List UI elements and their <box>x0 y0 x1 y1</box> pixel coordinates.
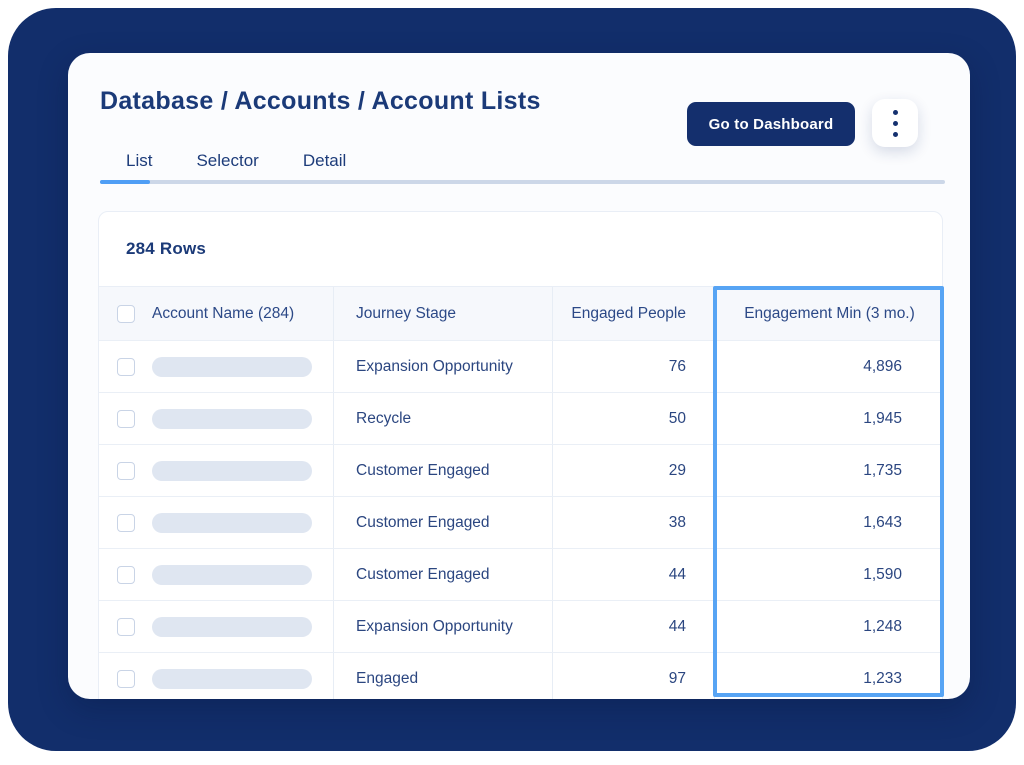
table-row: Expansion Opportunity 76 4,896 <box>99 340 942 392</box>
engagement-min-cell: 1,643 <box>714 497 944 548</box>
tab-detail[interactable]: Detail <box>302 151 347 170</box>
table-row: Recycle 50 1,945 <box>99 392 942 444</box>
row-checkbox[interactable] <box>117 669 135 688</box>
engagement-min-cell: 1,735 <box>714 445 944 496</box>
page-title: Database / Accounts / Account Lists <box>100 87 541 115</box>
table-row: Customer Engaged 44 1,590 <box>99 548 942 600</box>
engaged-people-cell: 97 <box>552 653 714 699</box>
row-checkbox[interactable] <box>117 461 135 480</box>
row-checkbox[interactable] <box>117 565 135 584</box>
table-row: Customer Engaged 29 1,735 <box>99 444 942 496</box>
rows-count-label: 284 Rows <box>126 239 207 258</box>
active-tab-indicator <box>100 180 150 184</box>
kebab-menu-icon <box>892 120 898 126</box>
account-name-placeholder <box>152 512 312 533</box>
go-to-dashboard-button[interactable]: Go to Dashboard <box>687 102 855 146</box>
table-header-row: Account Name (284) Journey Stage Engaged… <box>99 286 942 340</box>
engagement-min-cell: 1,590 <box>714 549 944 600</box>
journey-stage-cell: Customer Engaged <box>333 549 552 600</box>
engagement-min-cell: 4,896 <box>714 341 944 392</box>
row-checkbox[interactable] <box>117 357 135 376</box>
kebab-menu-icon <box>892 109 898 115</box>
column-header-engagement-min[interactable]: Engagement Min (3 mo.) <box>714 287 944 340</box>
journey-stage-cell: Engaged <box>333 653 552 699</box>
engaged-people-cell: 38 <box>552 497 714 548</box>
engagement-min-cell: 1,248 <box>714 601 944 652</box>
table-row: Engaged 97 1,233 <box>99 652 942 699</box>
engaged-people-cell: 29 <box>552 445 714 496</box>
main-card: Database / Accounts / Account Lists Go t… <box>68 53 970 699</box>
engagement-min-cell: 1,945 <box>714 393 944 444</box>
account-name-placeholder <box>152 564 312 585</box>
row-checkbox[interactable] <box>117 617 135 636</box>
engaged-people-cell: 76 <box>552 341 714 392</box>
table-row: Customer Engaged 38 1,643 <box>99 496 942 548</box>
journey-stage-cell: Expansion Opportunity <box>333 601 552 652</box>
more-options-button[interactable] <box>872 99 918 147</box>
journey-stage-cell: Customer Engaged <box>333 497 552 548</box>
column-header-journey-stage[interactable]: Journey Stage <box>333 287 552 340</box>
row-checkbox[interactable] <box>117 409 135 428</box>
table-card: 284 Rows Account Name (284) Journey Stag… <box>98 211 944 699</box>
engaged-people-cell: 44 <box>552 601 714 652</box>
tab-underline-track <box>100 180 945 184</box>
account-name-placeholder <box>152 460 312 481</box>
column-header-account-name[interactable]: Account Name (284) <box>152 304 295 322</box>
table-body: Expansion Opportunity 76 4,896 Recycle 5… <box>99 340 942 699</box>
kebab-menu-icon <box>892 131 898 137</box>
journey-stage-cell: Expansion Opportunity <box>333 341 552 392</box>
account-name-placeholder <box>152 616 312 637</box>
account-name-placeholder <box>152 356 312 377</box>
engaged-people-cell: 44 <box>552 549 714 600</box>
journey-stage-cell: Recycle <box>333 393 552 444</box>
column-header-engaged-people[interactable]: Engaged People <box>552 287 714 340</box>
account-name-placeholder <box>152 408 312 429</box>
select-all-checkbox[interactable] <box>117 304 135 323</box>
journey-stage-cell: Customer Engaged <box>333 445 552 496</box>
engaged-people-cell: 50 <box>552 393 714 444</box>
tab-selector[interactable]: Selector <box>196 151 259 170</box>
table-row: Expansion Opportunity 44 1,248 <box>99 600 942 652</box>
account-name-placeholder <box>152 668 312 689</box>
engagement-min-cell: 1,233 <box>714 653 944 699</box>
tab-list[interactable]: List <box>126 151 153 170</box>
app-frame: Database / Accounts / Account Lists Go t… <box>8 8 1016 751</box>
tab-bar: List Selector Detail <box>100 146 346 176</box>
row-checkbox[interactable] <box>117 513 135 532</box>
